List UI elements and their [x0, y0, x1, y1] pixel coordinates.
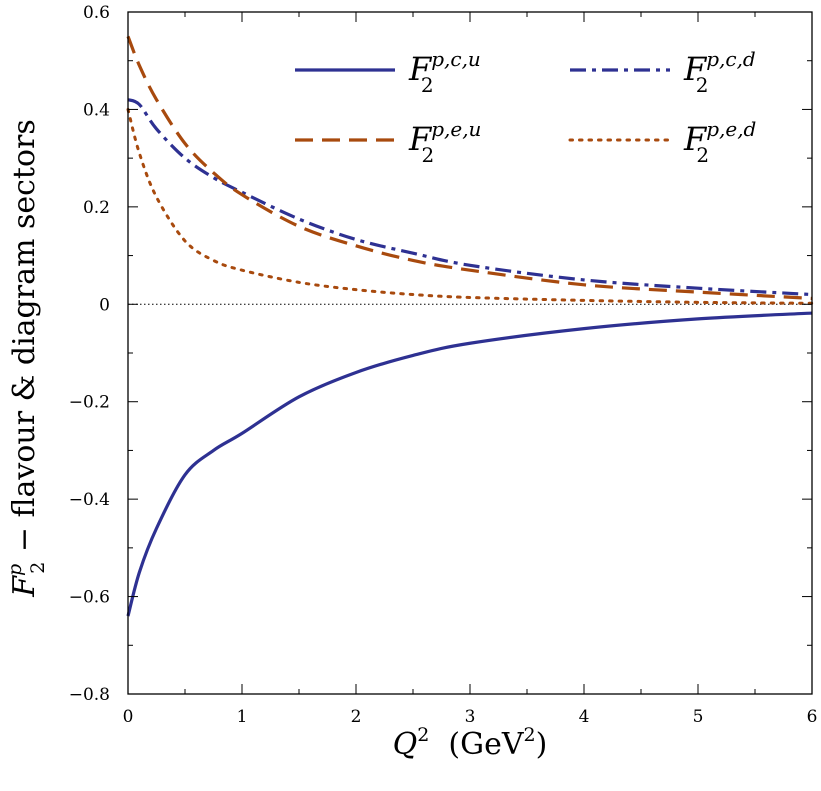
plot-frame — [127, 11, 813, 695]
x-title-main: Q — [393, 727, 418, 762]
x-tick-label: 3 — [465, 707, 476, 727]
x-tick-label: 5 — [693, 707, 704, 727]
x-axis-title: Q2 (GeV2) — [393, 724, 548, 762]
y-tick-label: 0.6 — [83, 3, 110, 23]
y-tick-label: 0.4 — [83, 100, 110, 120]
y-tick-label: −0.6 — [69, 588, 110, 608]
y-axis-title: Fp2 − flavour & diagram sectors — [4, 119, 49, 598]
x-tick-label: 0 — [123, 707, 134, 727]
y-tick-label: −0.8 — [69, 685, 110, 705]
y-tick-label: 0 — [99, 295, 110, 315]
legend-label-1: Fp,c,d 2 — [683, 47, 756, 97]
legend-label-3: Fp,e,d 2 — [683, 117, 756, 167]
x-tick-label: 1 — [237, 707, 248, 727]
y-title-sup: p — [4, 564, 26, 576]
x-title-unit-sup: 2 — [524, 724, 536, 746]
x-title-unit-close: ) — [536, 727, 548, 762]
series-line-0 — [126, 311, 813, 617]
y-title-sub: 2 — [27, 562, 49, 574]
x-tick-label: 2 — [351, 707, 362, 727]
series-line-2 — [126, 35, 813, 301]
x-tick-label: 6 — [807, 707, 818, 727]
y-tick-label: −0.4 — [69, 490, 110, 510]
y-tick-label: −0.2 — [69, 393, 110, 413]
series-line-1 — [127, 98, 813, 297]
series-layer — [126, 35, 814, 617]
x-title-unit: (GeV — [429, 727, 524, 762]
ticks-layer: 0 1 2 3 4 5 6 −0.8 −0.6 −0.4 −0.2 0 0.2 0.4 0.6 — [69, 3, 818, 727]
y-title-main: F — [7, 575, 42, 598]
legend: Fp,c,u 2 Fp,c,d 2 Fp,e,u 2 Fp,e,d 2 — [295, 47, 756, 167]
legend-label-0: Fp,c,u 2 — [408, 47, 481, 97]
axes-layer — [127, 11, 813, 695]
x-tick-label: 4 — [579, 707, 590, 727]
y-tick-label: 0.2 — [83, 198, 110, 218]
legend-label-2: Fp,e,u 2 — [408, 117, 481, 167]
y-title-rest: − flavour & diagram sectors — [7, 119, 42, 561]
x-title-sup: 2 — [417, 724, 429, 746]
series-line-3 — [126, 107, 814, 305]
